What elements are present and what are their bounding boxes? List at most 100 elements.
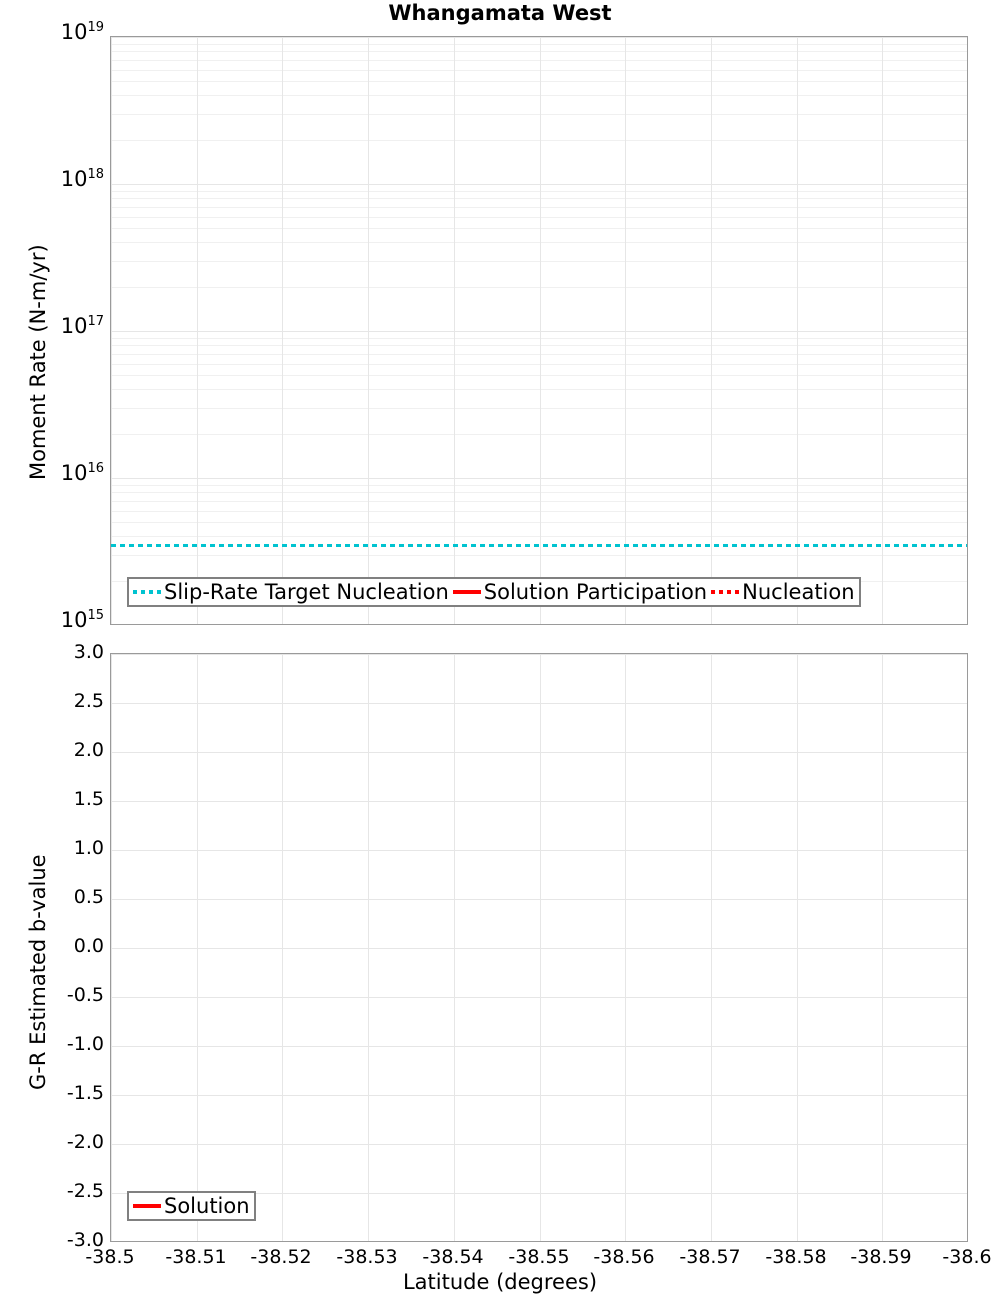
y-tick-label: -2.5: [66, 1180, 104, 1202]
x-tick-label: -38.5: [85, 1246, 135, 1268]
gridline-vertical: [711, 654, 712, 1241]
gridline-horizontal: [111, 1144, 967, 1145]
gridline-horizontal: [111, 37, 967, 38]
gridline-horizontal-minor: [111, 501, 967, 502]
gridline-vertical: [540, 654, 541, 1241]
gridline-horizontal-minor: [111, 207, 967, 208]
y-tick-label: -2.0: [66, 1131, 104, 1153]
x-tick-label: -38.6: [942, 1246, 992, 1268]
y-tick-label: 3.0: [73, 641, 104, 663]
gridline-vertical: [540, 37, 541, 624]
gridline-vertical: [282, 654, 283, 1241]
gridline-horizontal-minor: [111, 191, 967, 192]
gridline-vertical: [797, 654, 798, 1241]
legend-label: Nucleation: [742, 580, 855, 604]
x-tick-label: -38.57: [679, 1246, 741, 1268]
gridline-horizontal: [111, 478, 967, 479]
legend-label: Solution Participation: [483, 580, 708, 604]
legend-line-swatch-icon: [711, 590, 740, 594]
y-tick-label: 1016: [60, 461, 104, 485]
b-value-legend-entry[interactable]: Solution: [133, 1194, 250, 1218]
gridline-horizontal-minor: [111, 51, 967, 52]
x-tick-label: -38.52: [250, 1246, 312, 1268]
gridline-horizontal: [111, 850, 967, 851]
gridline-vertical: [368, 37, 369, 624]
gridline-horizontal: [111, 1095, 967, 1096]
gridline-horizontal: [111, 948, 967, 949]
gridline-horizontal: [111, 331, 967, 332]
gridline-horizontal-minor: [111, 408, 967, 409]
gridline-horizontal-minor: [111, 338, 967, 339]
gridline-vertical: [454, 654, 455, 1241]
gridline-vertical: [368, 654, 369, 1241]
page-title: Whangamata West: [388, 1, 612, 25]
gridline-horizontal-minor: [111, 261, 967, 262]
b-value-plot-area: [110, 653, 968, 1242]
moment-rate-plot-area: [110, 36, 968, 625]
gridline-horizontal-minor: [111, 81, 967, 82]
legend-line-swatch-icon: [133, 1204, 161, 1208]
x-tick-label: -38.58: [765, 1246, 827, 1268]
y-tick-label: 0.0: [73, 935, 104, 957]
b-value-legend[interactable]: Solution: [127, 1191, 256, 1221]
gridline-horizontal-minor: [111, 242, 967, 243]
gridline-vertical: [197, 654, 198, 1241]
gridline-horizontal-minor: [111, 354, 967, 355]
moment-rate-legend-entry[interactable]: Solution Participation: [452, 580, 708, 604]
gridline-horizontal-minor: [111, 228, 967, 229]
y-tick-label: 1017: [60, 314, 104, 338]
gridline-horizontal-minor: [111, 511, 967, 512]
gridline-horizontal-minor: [111, 364, 967, 365]
gridline-horizontal-minor: [111, 522, 967, 523]
gridline-horizontal-minor: [111, 389, 967, 390]
gridline-vertical: [197, 37, 198, 624]
gridline-horizontal-minor: [111, 434, 967, 435]
x-tick-label: -38.53: [336, 1246, 398, 1268]
gridline-horizontal-minor: [111, 217, 967, 218]
gridline-horizontal: [111, 703, 967, 704]
gridline-horizontal-minor: [111, 536, 967, 537]
gridline-horizontal: [111, 1241, 967, 1242]
y-tick-label: 2.0: [73, 739, 104, 761]
gridline-vertical: [882, 654, 883, 1241]
y-tick-label: -1.5: [66, 1082, 104, 1104]
gridline-horizontal: [111, 997, 967, 998]
gridline-horizontal-minor: [111, 70, 967, 71]
series-slip-rate-target-nucleation: [111, 544, 967, 547]
y-tick-label: -3.0: [66, 1229, 104, 1251]
gridline-vertical: [282, 37, 283, 624]
moment-rate-legend-entry[interactable]: Slip-Rate Target Nucleation: [133, 580, 449, 604]
legend-label: Solution: [164, 1194, 250, 1218]
x-tick-label: -38.51: [165, 1246, 227, 1268]
legend-label: Slip-Rate Target Nucleation: [164, 580, 449, 604]
gridline-vertical: [454, 37, 455, 624]
y-tick-label: 1015: [60, 608, 104, 632]
gridline-horizontal-minor: [111, 140, 967, 141]
y-tick-label: 1018: [60, 167, 104, 191]
y-tick-label: 0.5: [73, 886, 104, 908]
moment-rate-legend-entry[interactable]: Nucleation: [711, 580, 855, 604]
gridline-vertical: [625, 37, 626, 624]
moment-rate-legend[interactable]: Slip-Rate Target Nucleation Solution Part…: [127, 577, 861, 607]
gridline-horizontal-minor: [111, 287, 967, 288]
gridline-horizontal: [111, 1193, 967, 1194]
x-tick-label: -38.56: [593, 1246, 655, 1268]
gridline-horizontal: [111, 184, 967, 185]
gridline-vertical: [882, 37, 883, 624]
y-tick-label: 1.5: [73, 788, 104, 810]
gridline-horizontal: [111, 654, 967, 655]
gridline-horizontal-minor: [111, 60, 967, 61]
legend-line-swatch-icon: [133, 590, 161, 594]
gridline-horizontal-minor: [111, 492, 967, 493]
gridline-vertical: [625, 654, 626, 1241]
gridline-horizontal-minor: [111, 555, 967, 556]
gridline-vertical: [111, 654, 112, 1241]
gridline-horizontal-minor: [111, 375, 967, 376]
y-tick-label: 1.0: [73, 837, 104, 859]
gridline-horizontal: [111, 624, 967, 625]
gridline-vertical: [111, 37, 112, 624]
latitude-x-axis-title: Latitude (degrees): [402, 1270, 598, 1294]
gridline-horizontal-minor: [111, 95, 967, 96]
gridline-vertical: [797, 37, 798, 624]
gridline-horizontal: [111, 752, 967, 753]
